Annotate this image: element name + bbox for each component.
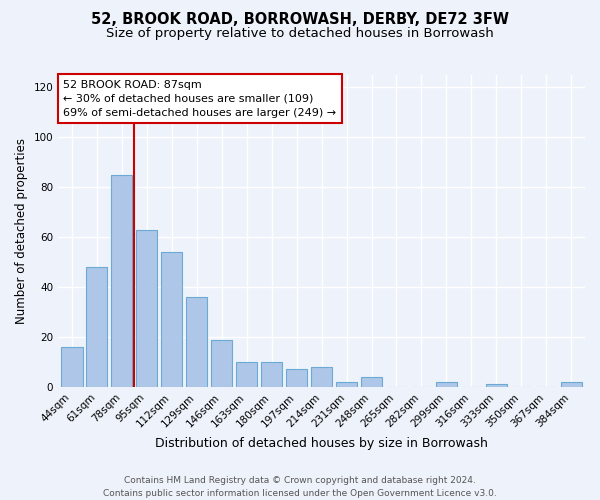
- Bar: [211, 340, 232, 387]
- Bar: [236, 362, 257, 387]
- Bar: [261, 362, 282, 387]
- Bar: [86, 267, 107, 387]
- Bar: [136, 230, 157, 387]
- Text: Contains HM Land Registry data © Crown copyright and database right 2024.
Contai: Contains HM Land Registry data © Crown c…: [103, 476, 497, 498]
- Text: 52, BROOK ROAD, BORROWASH, DERBY, DE72 3FW: 52, BROOK ROAD, BORROWASH, DERBY, DE72 3…: [91, 12, 509, 28]
- Bar: [311, 367, 332, 387]
- Text: 52 BROOK ROAD: 87sqm
← 30% of detached houses are smaller (109)
69% of semi-deta: 52 BROOK ROAD: 87sqm ← 30% of detached h…: [64, 80, 337, 118]
- X-axis label: Distribution of detached houses by size in Borrowash: Distribution of detached houses by size …: [155, 437, 488, 450]
- Bar: [486, 384, 507, 387]
- Text: Size of property relative to detached houses in Borrowash: Size of property relative to detached ho…: [106, 28, 494, 40]
- Bar: [336, 382, 357, 387]
- Bar: [61, 347, 83, 387]
- Bar: [560, 382, 582, 387]
- Y-axis label: Number of detached properties: Number of detached properties: [15, 138, 28, 324]
- Bar: [186, 297, 208, 387]
- Bar: [161, 252, 182, 387]
- Bar: [361, 377, 382, 387]
- Bar: [111, 175, 133, 387]
- Bar: [286, 370, 307, 387]
- Bar: [436, 382, 457, 387]
